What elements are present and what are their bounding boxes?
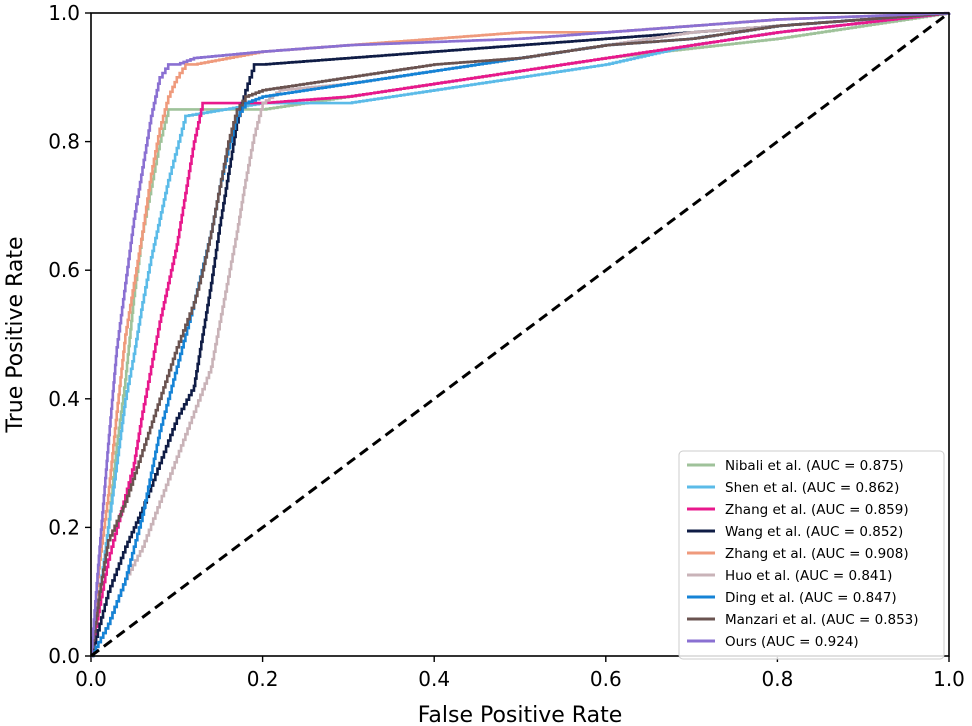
legend-entry-label: Ours (AUC = 0.924) bbox=[725, 634, 859, 650]
x-tick-label: 0.8 bbox=[761, 667, 793, 691]
x-tick-label: 0.0 bbox=[75, 667, 107, 691]
x-tick-label: 1.0 bbox=[933, 667, 965, 691]
legend-box bbox=[678, 450, 945, 660]
y-tick-label: 1.0 bbox=[48, 1, 80, 25]
y-tick-label: 0.8 bbox=[48, 130, 80, 154]
x-axis-label: False Positive Rate bbox=[418, 703, 622, 726]
legend-entry-label: Ding et al. (AUC = 0.847) bbox=[725, 590, 897, 606]
chance-diagonal-line bbox=[90, 11, 950, 658]
x-tick-label: 0.6 bbox=[590, 667, 622, 691]
axis-ticks: 0.0 0.2 0.4 0.6 0.8 1.0 0.0 0.2 0.4 0.6 0.8 1.0 bbox=[48, 1, 965, 691]
y-tick-label: 0.6 bbox=[48, 258, 80, 282]
roc-curve-series-9 bbox=[90, 11, 951, 658]
legend: Nibali et al. (AUC = 0.875) Shen et al. (… bbox=[678, 450, 945, 660]
legend-entry-label: Zhang et al. (AUC = 0.859) bbox=[725, 502, 909, 518]
roc-curve-series-3 bbox=[90, 12, 951, 658]
legend-entry-label: Manzari et al. (AUC = 0.853) bbox=[725, 612, 919, 628]
legend-entry-label: Wang et al. (AUC = 0.852) bbox=[725, 524, 903, 540]
legend-entry-label: Nibali et al. (AUC = 0.875) bbox=[725, 458, 904, 474]
y-tick-label: 0.0 bbox=[48, 644, 80, 668]
axes-frame bbox=[90, 12, 950, 657]
x-tick-label: 0.4 bbox=[418, 667, 450, 691]
x-tick-label: 0.2 bbox=[247, 667, 279, 691]
y-axis-label: True Positive Rate bbox=[3, 237, 28, 434]
legend-entry-label: Zhang et al. (AUC = 0.908) bbox=[725, 546, 909, 562]
plot-area bbox=[90, 11, 951, 658]
y-tick-label: 0.4 bbox=[48, 387, 80, 411]
legend-entry-label: Huo et al. (AUC = 0.841) bbox=[725, 568, 892, 584]
roc-curve-series-8 bbox=[90, 11, 951, 658]
y-tick-label: 0.2 bbox=[48, 515, 80, 539]
legend-entry-label: Shen et al. (AUC = 0.862) bbox=[725, 480, 899, 496]
